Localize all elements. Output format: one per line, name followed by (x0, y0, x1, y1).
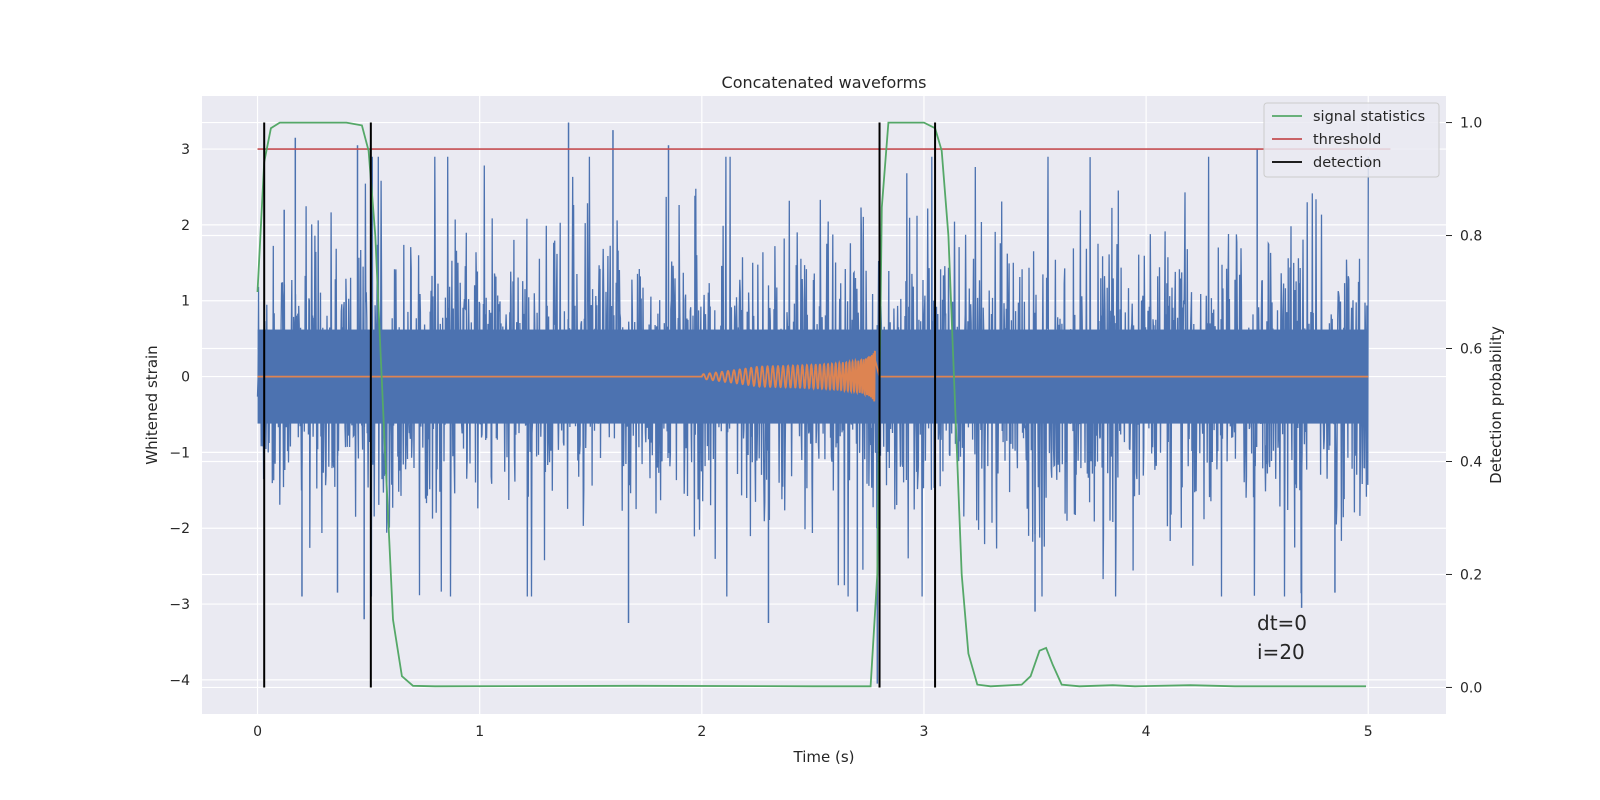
legend-label-detection: detection (1313, 155, 1381, 171)
y-tick-label: 1 (181, 294, 190, 310)
x-tick-label: 2 (697, 724, 706, 740)
signal-statistics-line (256, 121, 1366, 688)
x-tick-label: 4 (1142, 724, 1151, 740)
grid-right (202, 121, 1446, 689)
x-tick-label: 0 (253, 724, 262, 740)
chirp-waveform-line (257, 350, 1369, 402)
legend: signal statistics threshold detection (1263, 102, 1440, 178)
series-layer (256, 121, 1391, 688)
legend-box (1263, 102, 1440, 178)
axes: 0 1 2 3 4 5 3 2 1 0 −1 −2 −3 −4 1.0 0.8 0.6 0.4 0.2 0.0 (169, 116, 1482, 740)
y2-axis-label: Detection probability (1487, 326, 1505, 484)
y-axis-label: Whitened strain (143, 345, 161, 464)
y-tick-label: 0 (181, 370, 190, 386)
annotation-index: i=20 (1257, 640, 1305, 664)
annotation-dt: dt=0 (1257, 611, 1307, 635)
chart-title: Concatenated waveforms (722, 73, 927, 92)
y2-tick-label: 0.6 (1460, 342, 1482, 358)
y-tick-label: −2 (169, 521, 190, 537)
x-axis-label: Time (s) (793, 748, 855, 766)
x-tick-label: 3 (920, 724, 929, 740)
y2-tick-label: 0.0 (1460, 680, 1482, 696)
legend-label-threshold: threshold (1313, 132, 1381, 148)
legend-label-signal-statistics: signal statistics (1313, 109, 1425, 125)
y-tick-label: −3 (169, 597, 190, 613)
y-tick-label: −4 (169, 673, 190, 689)
y2-tick-label: 0.8 (1460, 229, 1482, 245)
y2-tick-label: 1.0 (1460, 116, 1482, 132)
x-tick-label: 5 (1364, 724, 1373, 740)
x-tick-label: 1 (475, 724, 484, 740)
y2-tick-label: 0.2 (1460, 567, 1482, 583)
y-tick-label: 2 (181, 218, 190, 234)
y-tick-label: −1 (169, 445, 190, 461)
y2-tick-label: 0.4 (1460, 454, 1482, 470)
y-tick-label: 3 (181, 142, 190, 158)
